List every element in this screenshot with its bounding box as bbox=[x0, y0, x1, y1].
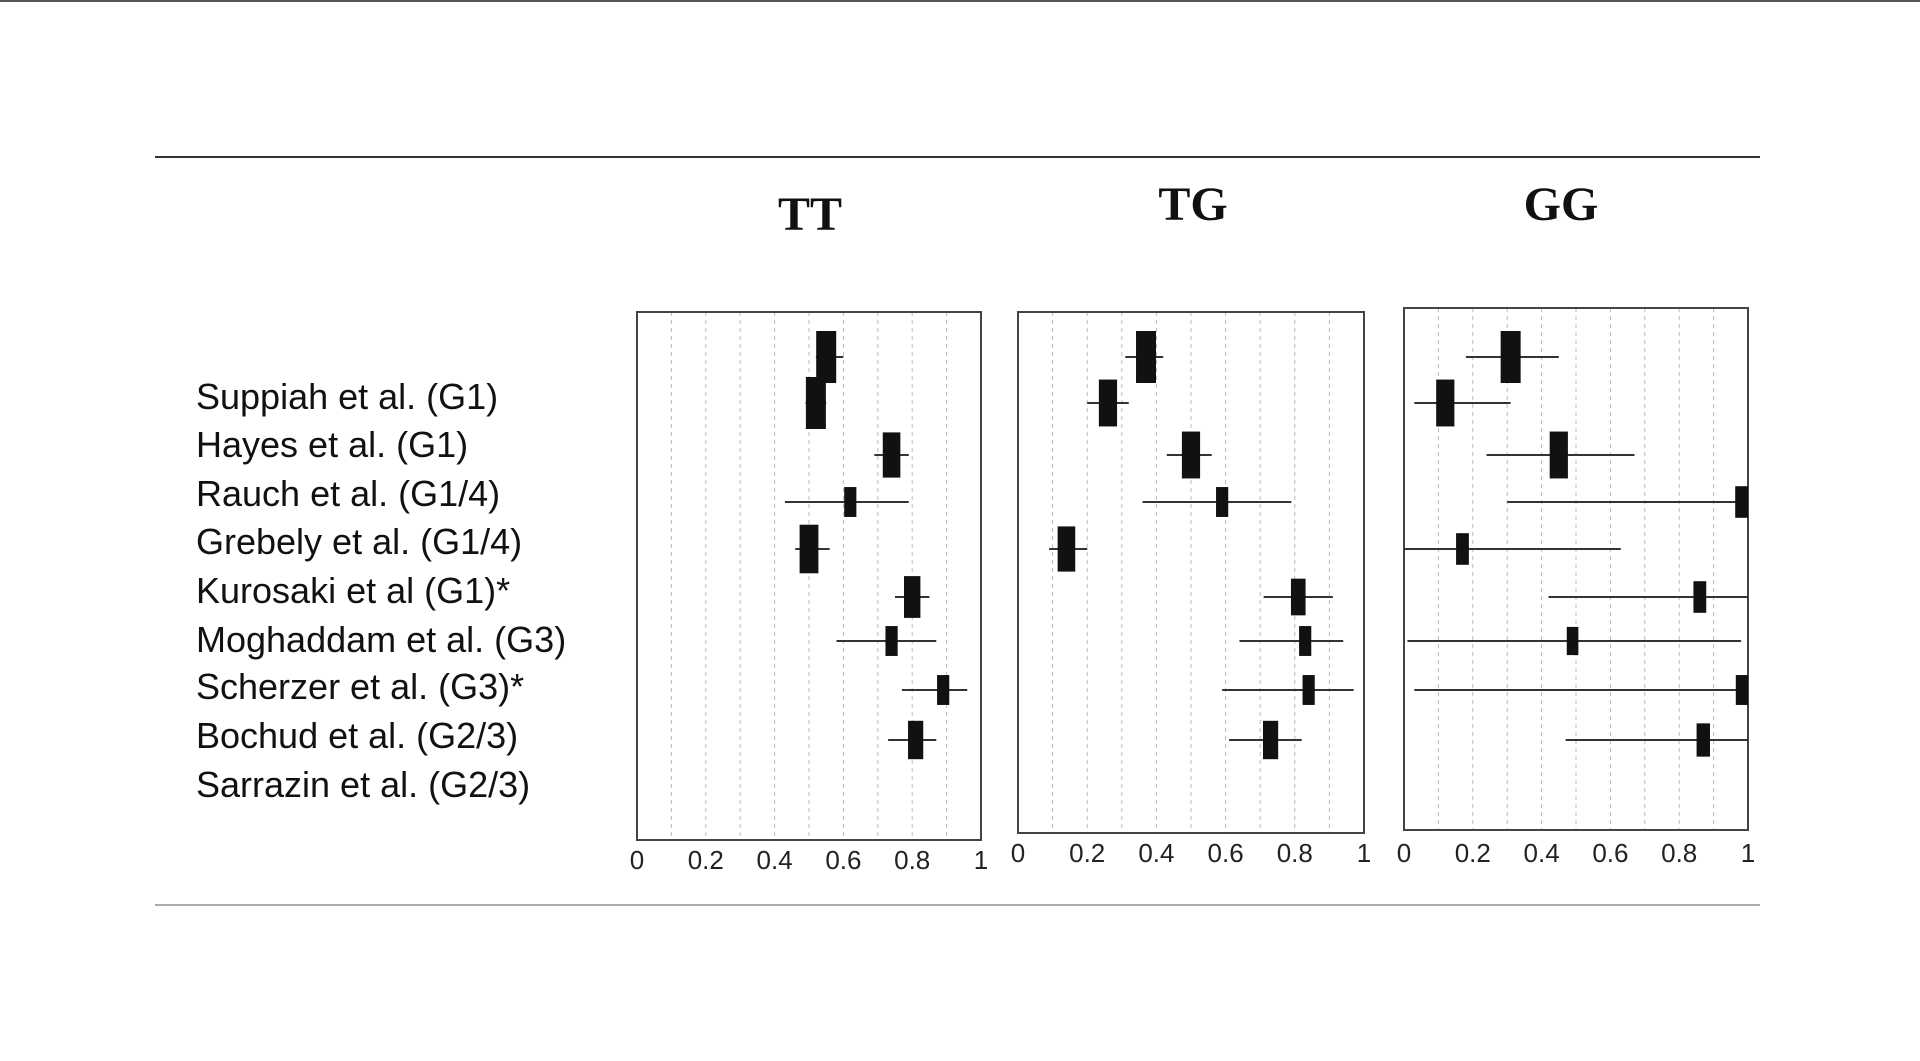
x-tick-label: 0.6 bbox=[1208, 838, 1244, 868]
study-label: Suppiah et al. (G1) bbox=[196, 376, 498, 417]
panel-frame bbox=[636, 311, 982, 841]
panel-frame bbox=[1017, 311, 1365, 834]
point-estimate-marker bbox=[1181, 431, 1201, 479]
x-tick-label: 0 bbox=[1011, 838, 1025, 868]
point-estimate-marker bbox=[805, 377, 826, 429]
panel-title: TT bbox=[778, 188, 842, 241]
x-tick-label: 1 bbox=[1357, 838, 1371, 868]
point-estimate-marker bbox=[885, 626, 898, 656]
x-tick-label: 0.2 bbox=[1455, 838, 1491, 868]
point-estimate-marker bbox=[1735, 675, 1748, 705]
panel-tt: TT 0 0.2 0.4 0.6 0.8 1 bbox=[630, 188, 988, 875]
panel-title: TG bbox=[1158, 178, 1227, 231]
study-label: Grebely et al. (G1/4) bbox=[196, 521, 522, 562]
point-estimate-marker bbox=[882, 432, 901, 478]
x-tick-label: 0 bbox=[1397, 838, 1411, 868]
point-estimate-marker bbox=[1216, 487, 1229, 517]
point-estimate-marker bbox=[799, 524, 819, 574]
x-tick-label: 0.4 bbox=[1524, 838, 1560, 868]
panel-frame bbox=[1403, 307, 1749, 831]
x-tick-label: 0.4 bbox=[757, 845, 793, 875]
point-estimate-marker bbox=[1696, 723, 1710, 757]
study-label: Bochud et al. (G2/3) bbox=[196, 715, 518, 756]
study-label: Kurosaki et al (G1)* bbox=[196, 570, 510, 611]
point-estimate-marker bbox=[1290, 578, 1306, 616]
x-tick-label: 0.6 bbox=[1592, 838, 1628, 868]
x-tick-label: 0.4 bbox=[1138, 838, 1174, 868]
x-tick-label: 1 bbox=[1741, 838, 1755, 868]
study-label: Sarrazin et al. (G2/3) bbox=[196, 764, 530, 805]
point-estimate-marker bbox=[1299, 626, 1312, 656]
point-estimate-marker bbox=[1500, 331, 1521, 383]
x-tick-label: 0.8 bbox=[1661, 838, 1697, 868]
study-label: Moghaddam et al. (G3) bbox=[196, 619, 566, 660]
panel-gg: GG 0 0.2 0.4 0.6 0.8 1 bbox=[1397, 178, 1755, 868]
x-tick-label: 0.8 bbox=[894, 845, 930, 875]
study-label: Rauch et al. (G1/4) bbox=[196, 473, 500, 514]
x-tick-label: 0.2 bbox=[1069, 838, 1105, 868]
panel-tg: TG 0 0.2 0.4 0.6 0.8 1 bbox=[1011, 178, 1371, 868]
point-estimate-marker bbox=[844, 487, 857, 517]
point-estimate-marker bbox=[1098, 379, 1118, 427]
point-estimate-marker bbox=[1057, 526, 1076, 572]
x-tick-label: 0.2 bbox=[688, 845, 724, 875]
study-label: Hayes et al. (G1) bbox=[196, 424, 468, 465]
panel-title: GG bbox=[1524, 178, 1599, 231]
x-tick-label: 0.8 bbox=[1277, 838, 1313, 868]
point-estimate-marker bbox=[1302, 675, 1315, 705]
point-estimate-marker bbox=[904, 576, 921, 618]
point-estimate-marker bbox=[937, 675, 950, 705]
point-estimate-marker bbox=[908, 720, 924, 760]
point-estimate-marker bbox=[1566, 626, 1579, 656]
point-estimate-marker bbox=[1436, 379, 1455, 427]
x-tick-label: 0.6 bbox=[825, 845, 861, 875]
point-estimate-marker bbox=[1136, 331, 1157, 383]
study-labels: Suppiah et al. (G1) Hayes et al. (G1) Ra… bbox=[196, 376, 566, 805]
x-tick-label: 0 bbox=[630, 845, 644, 875]
top-border bbox=[0, 0, 1920, 2]
study-label: Scherzer et al. (G3)* bbox=[196, 666, 524, 707]
point-estimate-marker bbox=[1735, 486, 1748, 518]
point-estimate-marker bbox=[1456, 533, 1469, 565]
point-estimate-marker bbox=[1549, 431, 1568, 479]
point-estimate-marker bbox=[816, 331, 837, 383]
point-estimate-marker bbox=[1262, 720, 1279, 760]
x-tick-label: 1 bbox=[974, 845, 988, 875]
point-estimate-marker bbox=[1693, 581, 1707, 613]
